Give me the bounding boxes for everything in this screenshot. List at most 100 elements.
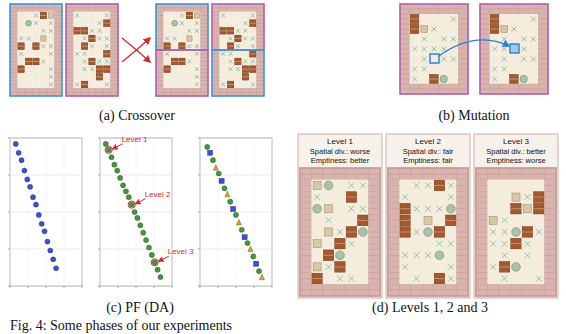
floor-tile bbox=[487, 249, 498, 261]
floor-tile bbox=[419, 14, 429, 24]
brick-line bbox=[81, 30, 87, 31]
brick-line bbox=[434, 232, 444, 233]
marks bbox=[103, 141, 163, 279]
tick-mark bbox=[46, 286, 47, 288]
wall-tile bbox=[257, 73, 264, 81]
x-mark bbox=[98, 37, 102, 41]
floor-tile bbox=[439, 64, 449, 74]
floor-tile bbox=[522, 226, 533, 238]
wall-tile bbox=[178, 4, 185, 12]
level-card bbox=[386, 134, 470, 298]
point bbox=[126, 195, 131, 200]
wall-tile bbox=[357, 168, 368, 180]
wall-tile bbox=[300, 191, 311, 203]
wall-mortar bbox=[32, 7, 39, 8]
floor-tile bbox=[499, 238, 510, 250]
tick-mark bbox=[82, 286, 83, 288]
point bbox=[231, 206, 236, 211]
wall-mortar bbox=[111, 7, 118, 8]
point bbox=[233, 212, 238, 217]
brick-tile bbox=[400, 203, 410, 214]
wall-mortar bbox=[156, 23, 163, 24]
brick-tile bbox=[81, 43, 87, 50]
marks bbox=[13, 141, 59, 271]
floor-tile bbox=[529, 74, 539, 84]
wall-tile bbox=[111, 12, 118, 20]
wall-mortar bbox=[212, 23, 219, 24]
wall-mortar bbox=[10, 38, 17, 39]
wall-mortar bbox=[545, 232, 556, 233]
x-mark bbox=[525, 252, 531, 258]
floor-tile bbox=[17, 42, 24, 50]
floor-tile bbox=[533, 180, 544, 192]
floor-tile bbox=[227, 50, 234, 58]
point bbox=[228, 199, 233, 204]
x-mark bbox=[236, 67, 240, 71]
floor-tile bbox=[219, 19, 226, 27]
wall-tile bbox=[334, 284, 345, 296]
floor-tile bbox=[529, 54, 539, 64]
wall-mortar bbox=[457, 278, 468, 279]
x-mark bbox=[425, 252, 431, 258]
floor-tile bbox=[227, 27, 234, 35]
floor-tile bbox=[445, 215, 456, 227]
wall-mortar bbox=[55, 15, 62, 16]
floor-tile bbox=[242, 27, 249, 35]
box-tile bbox=[489, 216, 497, 224]
figure-caption: Fig. 4: Some phases of our experiments bbox=[10, 318, 232, 333]
wall-tile bbox=[201, 65, 208, 73]
floor-tile bbox=[411, 261, 422, 273]
wall-mortar bbox=[458, 69, 468, 70]
wall-tile bbox=[111, 50, 118, 58]
x-mark bbox=[490, 229, 496, 235]
annotation-label: Level 2 bbox=[145, 190, 171, 199]
wall-tile bbox=[457, 191, 468, 203]
floor-tile bbox=[509, 74, 519, 84]
x-mark bbox=[502, 57, 507, 62]
point bbox=[112, 162, 117, 167]
wall-tile bbox=[156, 12, 163, 20]
x-mark bbox=[425, 206, 431, 212]
wall-mortar bbox=[186, 92, 193, 93]
wall-mortar bbox=[55, 46, 62, 47]
floor-tile bbox=[163, 27, 170, 35]
wall-mortar bbox=[487, 290, 498, 291]
wall-tile bbox=[538, 24, 548, 34]
grid-line bbox=[82, 138, 83, 286]
wall-tile bbox=[388, 261, 399, 273]
wall-tile bbox=[201, 58, 208, 66]
wall-tile bbox=[545, 191, 556, 203]
wall-tile bbox=[388, 226, 399, 238]
x-mark bbox=[422, 37, 427, 42]
level-thumbnail bbox=[476, 168, 556, 296]
wall-mortar bbox=[476, 266, 487, 267]
wall-tile bbox=[458, 24, 468, 34]
x-mark bbox=[326, 264, 332, 270]
brick-line bbox=[227, 30, 233, 31]
brick-tile bbox=[250, 20, 256, 27]
floor-tile bbox=[419, 74, 429, 84]
floor-tile bbox=[17, 50, 24, 58]
wall-mortar bbox=[388, 290, 399, 291]
wall-tile bbox=[400, 84, 410, 94]
wall-mortar bbox=[111, 46, 118, 47]
brick-line bbox=[179, 61, 185, 62]
wall-mortar bbox=[66, 23, 73, 24]
floor-tile bbox=[429, 44, 439, 54]
floor-tile bbox=[323, 273, 334, 285]
wall-tile bbox=[422, 168, 433, 180]
x-mark bbox=[425, 183, 431, 189]
box-tile bbox=[48, 13, 53, 18]
wall-mortar bbox=[96, 7, 103, 8]
floor-tile bbox=[487, 203, 498, 215]
wall-tile bbox=[457, 168, 468, 180]
brick-tile bbox=[434, 227, 444, 238]
wall-tile bbox=[411, 168, 422, 180]
brick-tile bbox=[186, 12, 192, 19]
floor-tile bbox=[419, 34, 429, 44]
point bbox=[106, 147, 111, 152]
wall-mortar bbox=[419, 89, 429, 90]
x-mark bbox=[412, 67, 417, 72]
floor-tile bbox=[510, 226, 521, 238]
wall-tile bbox=[66, 73, 73, 81]
